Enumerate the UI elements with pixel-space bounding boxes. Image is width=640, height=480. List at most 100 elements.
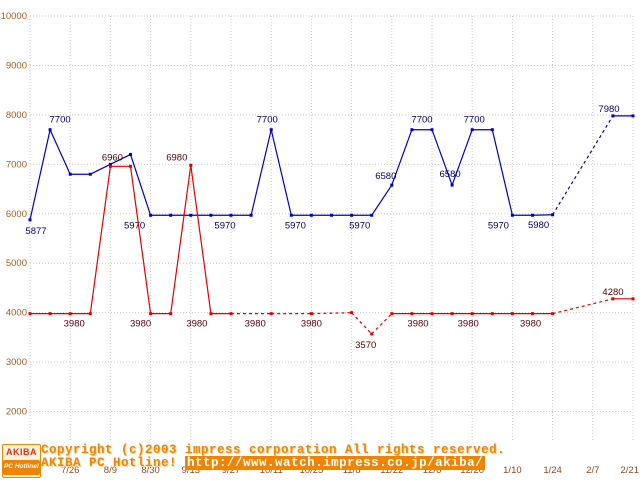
data-point-marker [551,213,555,217]
data-point-marker [450,183,454,187]
pc-hotline-logo-text: PC Hotline! [3,460,40,475]
data-point-marker [470,128,474,132]
data-point-label: 3980 [245,319,266,330]
data-point-marker [370,332,374,336]
x-axis-tick-label: 1/10 [503,465,522,476]
data-point-label: 6960 [102,152,123,163]
data-point-marker [129,152,132,156]
data-point-marker [189,163,193,167]
series-segment [129,154,152,216]
akiba-pc-hotline-logo: AKIBA PC Hotline! [2,444,41,478]
data-point-marker [108,162,112,166]
data-point-marker [611,114,615,118]
data-point-marker [289,213,293,217]
data-point-marker [209,213,213,217]
x-axis-tick-label: 11/22 [380,465,403,476]
series-segment [129,166,152,314]
y-axis-tick-label: 9000 [6,60,27,71]
data-point-marker [470,312,474,316]
data-point-label: 3980 [407,319,428,330]
data-point-marker [350,311,354,315]
grid-layer: 10000900080007000600050004000300020007/1… [1,11,639,476]
data-point-marker [450,312,454,316]
data-point-marker [309,213,313,217]
data-point-marker [490,128,494,132]
series-segment [391,129,413,186]
series-segment [190,165,212,314]
data-point-marker [631,114,635,118]
site-credit: AKIBA PC Hotline! http://www.watch.impre… [41,456,486,470]
data-point-marker [68,172,72,176]
site-name-text: AKIBA PC Hotline! [41,456,178,470]
data-point-label: 3980 [64,319,85,330]
series-red-price: 3980 6960 3980 6980 3980 3980 3980 3570 3980 3980… [28,152,635,351]
data-point-marker [269,128,273,132]
x-axis-tick-label: 2/7 [586,465,599,476]
data-point-marker [430,312,434,316]
data-point-marker [108,164,112,168]
data-point-marker [430,128,434,132]
data-point-marker [129,164,132,168]
data-point-marker [169,312,173,316]
x-axis-tick-label: 1/24 [543,465,562,476]
data-point-marker [88,172,92,176]
data-point-label: 3980 [130,319,151,330]
data-point-marker [370,213,374,217]
x-axis-tick-label: 9/27 [222,465,241,476]
x-axis-tick-label: 11/8 [343,465,361,476]
data-point-marker [611,297,615,301]
data-point-label: 5970 [349,220,370,231]
data-point-marker [209,312,213,316]
x-axis-tick-label: 7/26 [61,465,80,476]
series-segment [49,129,71,175]
data-point-label: 7700 [257,115,278,126]
x-axis-tick-label: 8/30 [141,465,160,476]
data-point-marker [48,128,52,132]
data-point-marker [189,213,193,217]
akiba-logo-text: AKIBA [6,447,37,457]
x-axis-tick-label: 8/9 [104,465,117,476]
data-point-marker [551,312,555,316]
x-axis-tick-label: 10/11 [260,465,283,476]
x-axis-tick-label: 10/25 [300,465,324,476]
series-segment [371,313,393,335]
series-segment [552,115,614,216]
data-point-marker [350,213,354,217]
y-axis-tick-label: 3000 [6,357,27,368]
data-point-marker [330,213,333,217]
data-point-label: 7700 [464,115,485,126]
data-point-label: 5970 [488,220,509,231]
data-point-label: 6580 [375,171,396,182]
data-point-marker [149,213,153,217]
data-point-marker [28,218,32,222]
data-point-label: 7980 [598,104,619,115]
data-point-marker [88,312,92,316]
series-segment [491,129,513,216]
y-axis-tick-label: 2000 [6,407,27,418]
data-point-label: 3980 [458,319,479,330]
data-point-label: 6980 [166,152,187,163]
data-point-marker [490,312,494,316]
data-point-label: 5970 [285,220,306,231]
data-point-label: 5877 [25,226,46,237]
series-segment [371,184,393,216]
data-point-label: 3980 [186,319,207,330]
series-segment [431,129,453,186]
data-point-marker [229,213,233,217]
data-point-label: 7700 [411,115,432,126]
series-segment [250,129,272,216]
y-axis-tick-label: 7000 [6,159,27,170]
data-point-label: 5970 [124,220,145,231]
x-axis-tick-label: 12/20 [460,465,484,476]
site-url-text: http://www.watch.impress.co.jp/akiba/ [185,456,486,470]
data-point-marker [68,312,72,316]
data-point-marker [229,312,233,316]
data-point-marker [169,213,173,217]
data-point-marker [28,312,32,316]
data-point-marker [410,128,414,132]
y-axis-tick-label: 8000 [6,110,27,121]
x-axis-tick-label: 12/6 [423,465,442,476]
data-point-label: 5970 [214,220,235,231]
